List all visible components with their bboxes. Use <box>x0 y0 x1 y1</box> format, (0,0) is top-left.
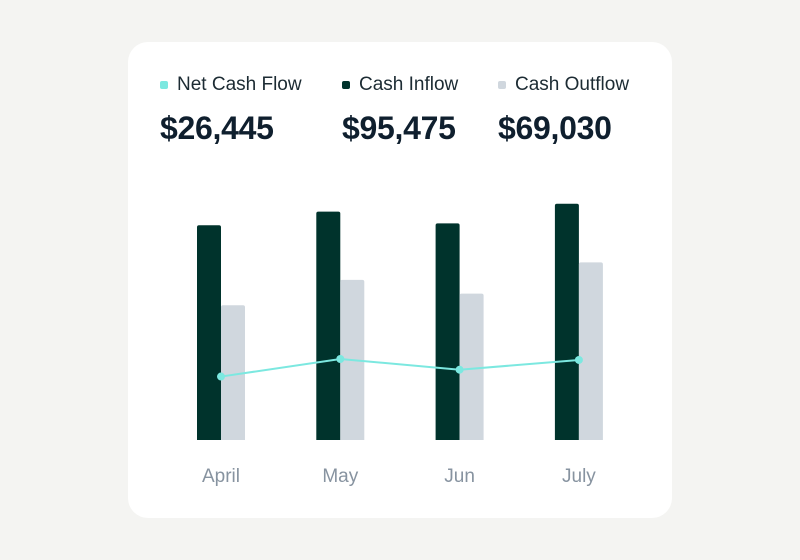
net-cash-flow-stat: Net Cash Flow $26,445 <box>160 72 302 147</box>
cash-inflow-bar-jun <box>435 223 460 440</box>
cash-outflow-bar-july <box>578 262 603 440</box>
cash-outflow-stat: Cash Outflow $69,030 <box>498 72 629 147</box>
x-tick-label-april: April <box>202 466 240 487</box>
cash-outflow-label: Cash Outflow <box>515 74 630 95</box>
net-cash-flow-point-jun <box>455 365 464 374</box>
x-tick-label-july: July <box>562 466 596 487</box>
net-cash-flow-label: Net Cash Flow <box>177 74 302 95</box>
cash-inflow-bar-april <box>197 225 221 440</box>
net-cash-flow-point-july <box>574 355 583 364</box>
x-tick-label-may: May <box>322 466 358 487</box>
cash-flow-card: Net Cash Flow $26,445 Cash Inflow $95,47… <box>128 42 672 518</box>
net-cash-flow-point-april <box>217 372 225 381</box>
cash-inflow-bar-july <box>554 203 579 440</box>
cash-flow-chart: April May Jun July <box>197 203 603 487</box>
net-cash-flow-point-may <box>336 354 345 363</box>
cash-inflow-legend-marker <box>342 81 350 89</box>
cash-outflow-legend-marker <box>498 81 506 89</box>
net-cash-flow-legend-marker <box>160 81 168 89</box>
cash-outflow-bar-april <box>221 305 245 440</box>
net-cash-flow-line <box>220 357 579 378</box>
net-cash-flow-value: $26,445 <box>160 110 274 146</box>
cash-inflow-label: Cash Inflow <box>359 74 459 95</box>
cash-outflow-bar-jun <box>459 293 484 440</box>
cash-inflow-value: $95,475 <box>342 110 456 146</box>
cash-inflow-stat: Cash Inflow $95,475 <box>342 72 458 147</box>
x-tick-label-jun: Jun <box>444 466 475 487</box>
cash-inflow-bar-may <box>316 211 341 440</box>
cash-outflow-value: $69,030 <box>498 110 612 146</box>
